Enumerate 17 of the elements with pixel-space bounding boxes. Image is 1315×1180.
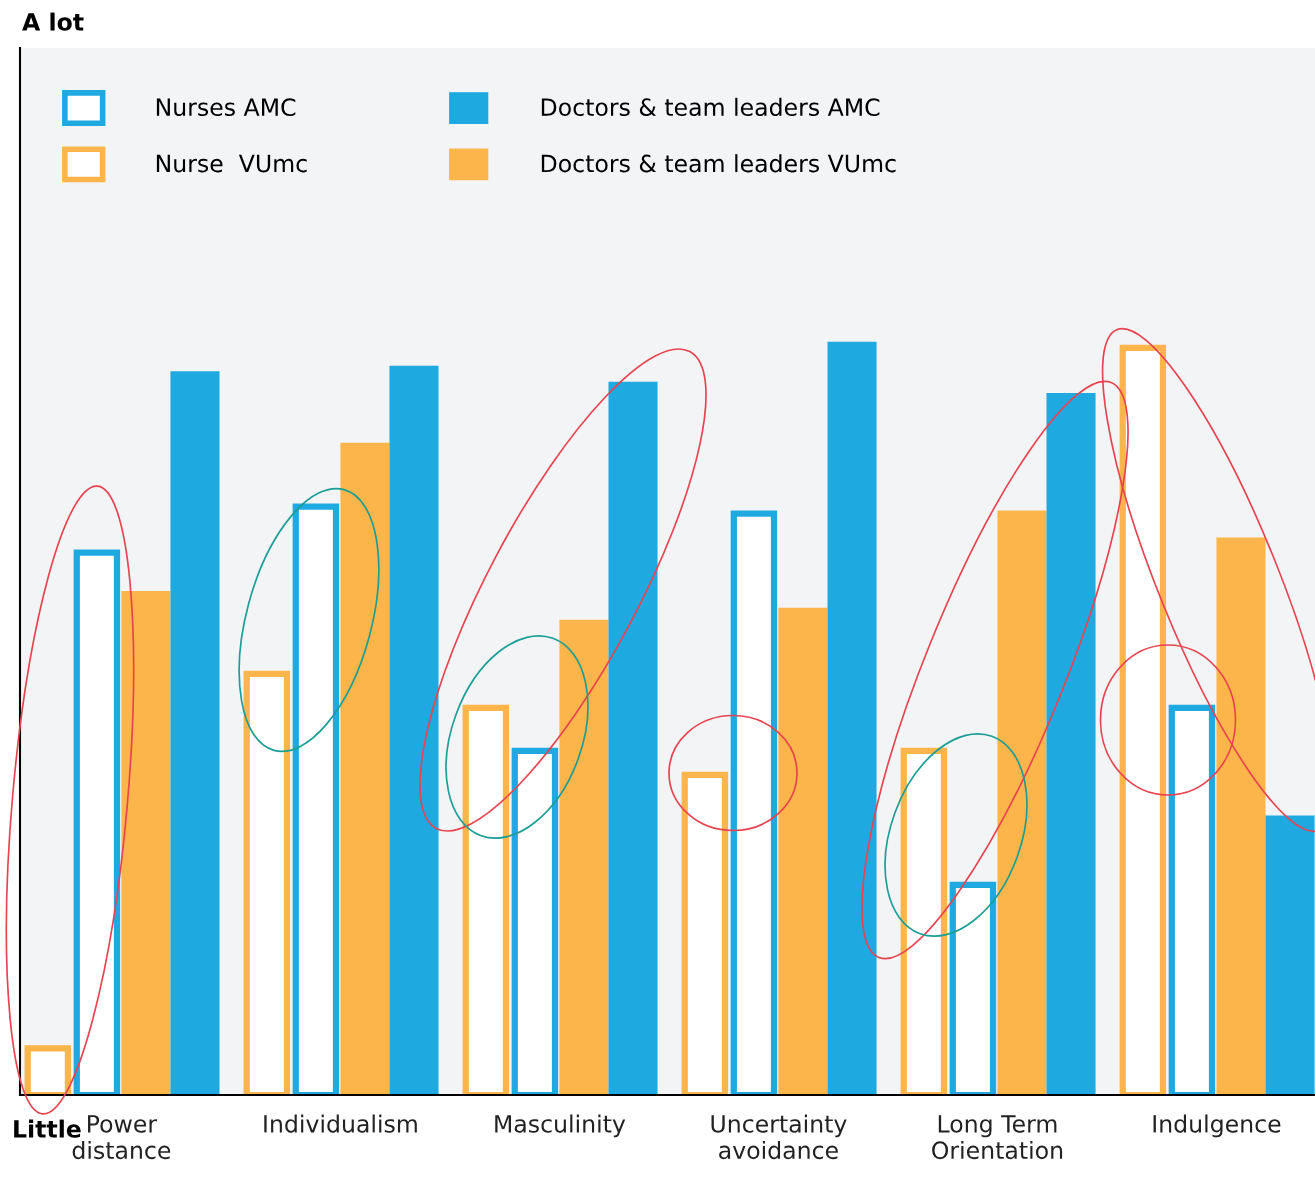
- bar: [1046, 392, 1096, 1095]
- legend-label: Doctors & team leaders VUmc: [541, 154, 896, 173]
- bar: [997, 510, 1047, 1095]
- text: A lot: [22, 12, 84, 31]
- legend-label: Nurses AMC: [156, 98, 296, 117]
- x-tick-label: Masculinity: [495, 1114, 626, 1138]
- legend-label: Nurse VUmc: [156, 154, 307, 173]
- x-tick-label: Uncertainty avoidance: [711, 1114, 847, 1160]
- text: Little: [14, 1119, 81, 1138]
- bar: [170, 371, 220, 1095]
- x-tick-label: Indulgence: [1153, 1114, 1281, 1138]
- legend-label: Doctors & team leaders AMC: [541, 97, 880, 117]
- bar: [608, 381, 658, 1095]
- bar: [389, 365, 439, 1095]
- bar: [827, 341, 877, 1095]
- x-tick-label: Long Term Orientation: [932, 1115, 1063, 1160]
- x-tick-label: Individualism: [264, 1114, 417, 1133]
